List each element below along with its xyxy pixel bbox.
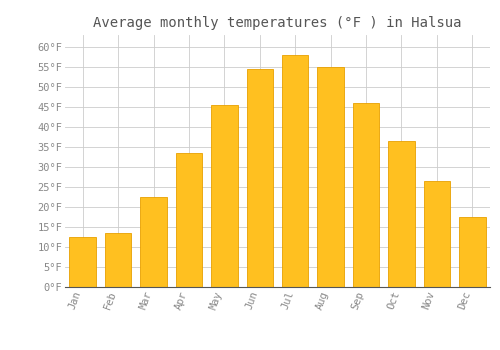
- Title: Average monthly temperatures (°F ) in Halsua: Average monthly temperatures (°F ) in Ha…: [93, 16, 462, 30]
- Bar: [459, 217, 485, 287]
- Bar: [318, 67, 344, 287]
- Bar: [353, 103, 380, 287]
- Bar: [282, 55, 308, 287]
- Bar: [388, 141, 414, 287]
- Bar: [140, 197, 167, 287]
- Bar: [105, 233, 132, 287]
- Bar: [246, 69, 273, 287]
- Bar: [70, 237, 96, 287]
- Bar: [176, 153, 202, 287]
- Bar: [211, 105, 238, 287]
- Bar: [424, 181, 450, 287]
